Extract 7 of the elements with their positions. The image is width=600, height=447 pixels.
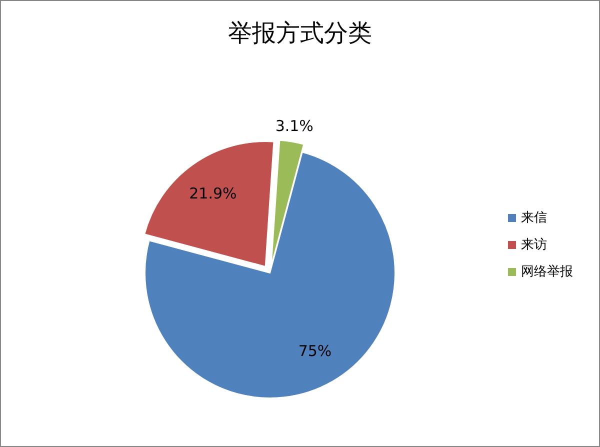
legend-label: 来信 [521,210,547,226]
title: 举报方式分类 [228,19,372,47]
legend-label: 网络举报 [521,264,573,280]
data-label: 21.9% [189,184,237,202]
data-label: 75% [298,342,332,360]
data-label: 3.1% [275,117,314,136]
legend-label: 来访 [521,236,547,252]
